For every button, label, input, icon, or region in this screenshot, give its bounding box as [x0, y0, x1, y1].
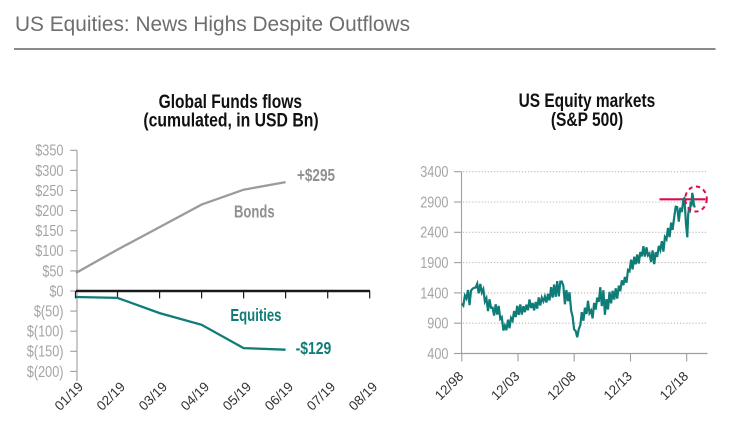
svg-text:1900: 1900	[420, 255, 448, 272]
svg-text:400: 400	[427, 346, 448, 363]
svg-text:12/18: 12/18	[657, 369, 692, 404]
svg-text:3400: 3400	[420, 164, 448, 181]
svg-text:$50: $50	[42, 263, 63, 280]
svg-text:2400: 2400	[420, 225, 448, 242]
svg-text:01/19: 01/19	[52, 379, 87, 414]
svg-text:-$129: -$129	[296, 338, 332, 358]
svg-text:Bonds: Bonds	[234, 202, 275, 222]
svg-text:04/19: 04/19	[178, 379, 213, 414]
svg-text:$250: $250	[35, 183, 63, 200]
svg-text:12/98: 12/98	[432, 369, 467, 404]
svg-text:12/08: 12/08	[544, 369, 579, 404]
svg-text:+$295: +$295	[297, 165, 335, 185]
svg-text:$100: $100	[35, 243, 63, 260]
svg-text:12/03: 12/03	[488, 369, 523, 404]
svg-text:$(50): $(50)	[34, 303, 64, 320]
svg-text:03/19: 03/19	[136, 379, 171, 414]
svg-text:$200: $200	[35, 203, 63, 220]
svg-text:$(100): $(100)	[27, 323, 64, 340]
svg-text:$350: $350	[35, 143, 63, 160]
svg-text:2900: 2900	[420, 194, 448, 211]
svg-text:$150: $150	[35, 223, 63, 240]
svg-text:$300: $300	[35, 163, 63, 180]
svg-text:08/19: 08/19	[346, 379, 381, 414]
svg-text:12/13: 12/13	[601, 369, 636, 404]
svg-text:07/19: 07/19	[304, 379, 339, 414]
svg-text:06/19: 06/19	[262, 379, 297, 414]
svg-text:1400: 1400	[420, 285, 448, 302]
svg-text:US Equity markets: US Equity markets	[519, 90, 656, 112]
svg-text:02/19: 02/19	[94, 379, 129, 414]
svg-text:(S&P 500): (S&P 500)	[551, 109, 623, 131]
svg-text:$(200): $(200)	[27, 364, 64, 381]
svg-text:US Equities: News Highs Despit: US Equities: News Highs Despite Outflows	[15, 13, 410, 36]
svg-text:Equities: Equities	[230, 305, 281, 325]
svg-text:Global Funds flows: Global Funds flows	[159, 91, 303, 113]
svg-text:(cumulated, in USD Bn): (cumulated, in USD Bn)	[143, 109, 318, 131]
svg-text:05/19: 05/19	[220, 379, 255, 414]
svg-text:$0: $0	[49, 283, 63, 300]
svg-text:900: 900	[427, 315, 448, 332]
svg-text:$(150): $(150)	[27, 344, 64, 361]
